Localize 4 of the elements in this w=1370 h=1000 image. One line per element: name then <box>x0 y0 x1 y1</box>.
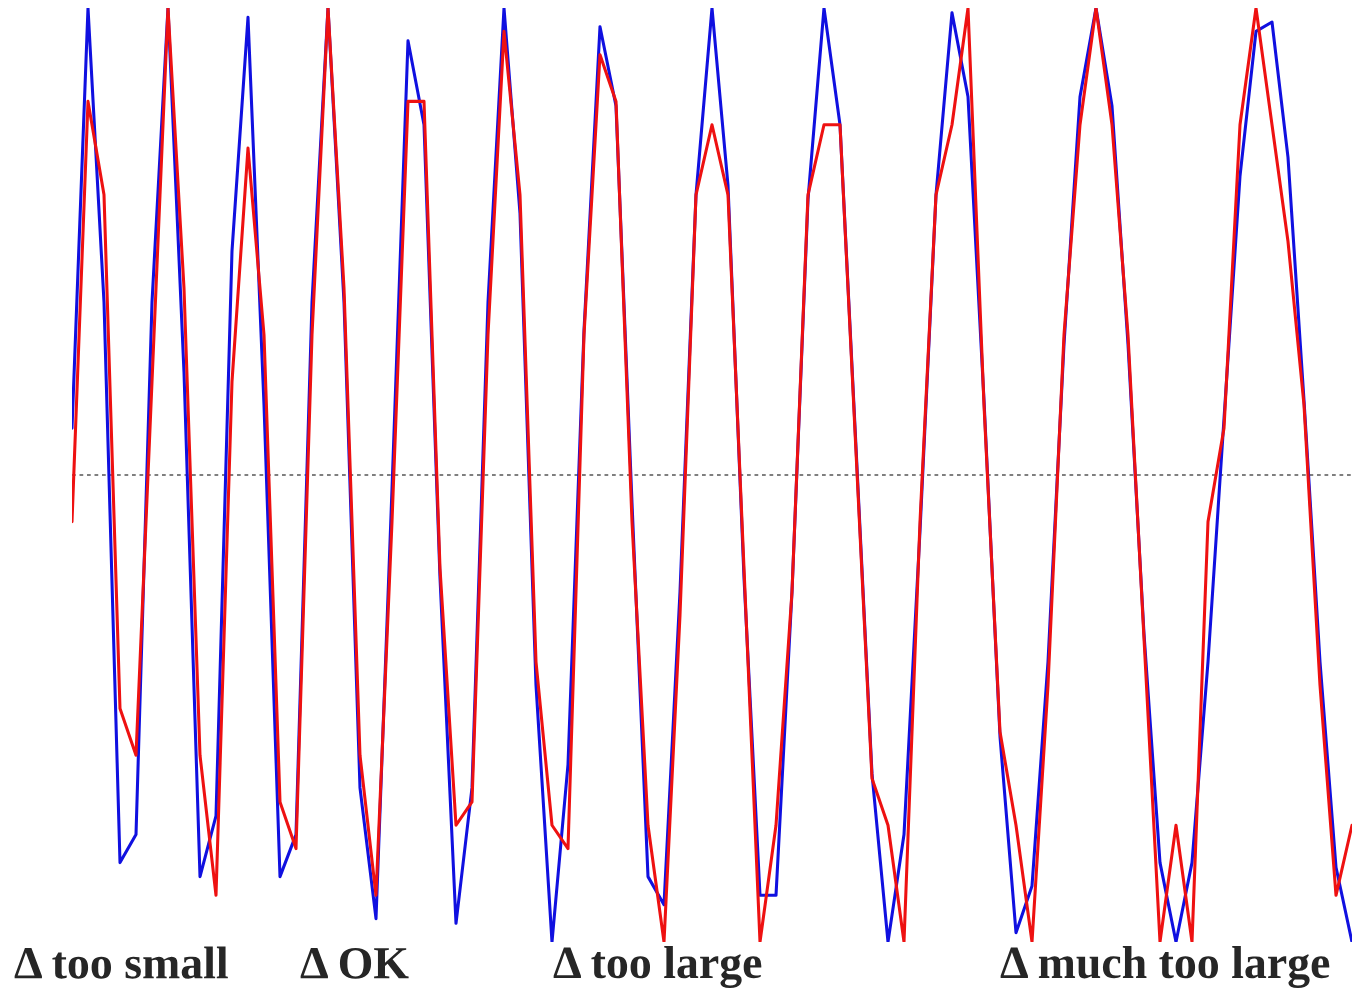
text: Δ much too large <box>1000 946 1330 988</box>
text: Δ too large <box>553 946 762 988</box>
text: Δ OK <box>300 947 409 979</box>
text: Δ too small <box>14 946 228 979</box>
